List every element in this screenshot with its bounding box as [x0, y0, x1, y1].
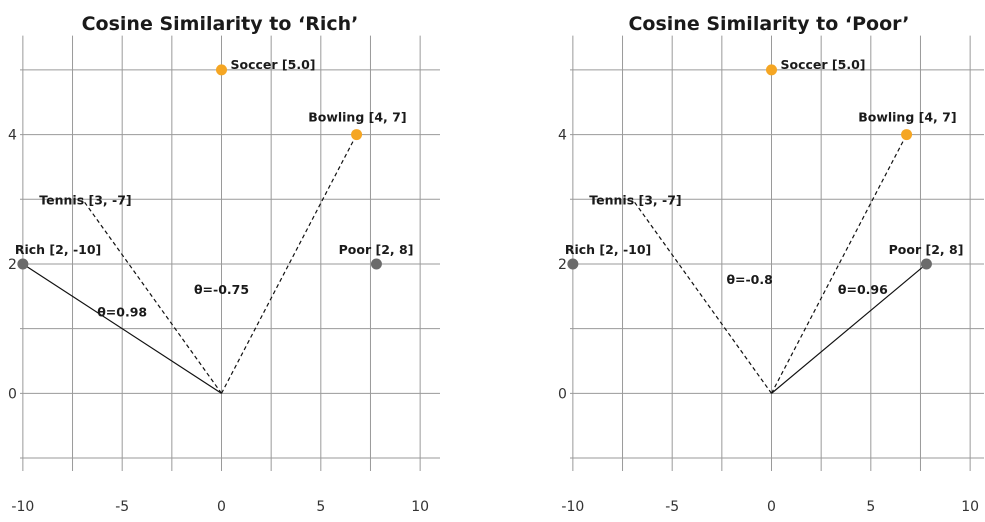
point-label-soccer-5-0: Soccer [5.0]: [231, 57, 316, 72]
x-tick-label: -5: [665, 499, 679, 515]
chart-title: Cosine Similarity to ‘Rich’: [82, 13, 359, 35]
point-label-tennis-3-7: Tennis [3, -7]: [39, 192, 131, 207]
point-label-bowling-4-7: Bowling [4, 7]: [858, 110, 956, 125]
y-tick-label: 0: [8, 386, 17, 402]
y-tick-label: 4: [558, 128, 567, 144]
chart-title: Cosine Similarity to ‘Poor’: [628, 13, 909, 35]
point-label-bowling-4-7: Bowling [4, 7]: [308, 110, 406, 125]
x-tick-label: -10: [11, 499, 34, 515]
x-tick-label: -10: [561, 499, 584, 515]
point-label-poor-2-8: Poor [2, 8]: [339, 242, 414, 257]
x-tick-label: 10: [961, 499, 979, 515]
vector-tennis-3-7: [81, 198, 222, 394]
x-tick-label: 0: [217, 499, 226, 515]
point-rich-2-10: [567, 258, 579, 270]
point-label-tennis-3-7: Tennis [3, -7]: [589, 192, 681, 207]
theta-annotation: θ=0.96: [838, 282, 888, 297]
point-bowling-4-7: [351, 129, 363, 141]
point-soccer-5-0: [216, 64, 227, 76]
x-tick-label: -5: [115, 499, 129, 515]
point-rich-2-10: [17, 258, 29, 270]
point-label-rich-2-10: Rich [2, -10]: [565, 242, 651, 257]
y-tick-label: 0: [558, 386, 567, 402]
theta-annotation: θ=-0.8: [726, 272, 772, 287]
x-tick-label: 5: [866, 499, 875, 515]
x-tick-label: 10: [411, 499, 429, 515]
x-tick-label: 5: [316, 499, 325, 515]
point-label-rich-2-10: Rich [2, -10]: [15, 242, 101, 257]
vector-rich-2-10: [22, 263, 222, 394]
chart-panel-rich: Cosine Similarity to ‘Rich’ -10 -5 0 5 10 0 2 4 S…: [8, 13, 440, 515]
theta-annotation: θ=0.98: [97, 304, 147, 319]
chart-panel-poor: Cosine Similarity to ‘Poor’ -10 -5 0 5 10 0 2 4 S…: [558, 13, 984, 515]
y-tick-label: 4: [8, 128, 17, 144]
y-tick-label: 2: [558, 257, 567, 273]
vector-poor-2-8: [771, 263, 927, 394]
theta-annotation: θ=-0.75: [194, 282, 249, 297]
y-tick-label: 2: [8, 257, 17, 273]
x-tick-label: 0: [767, 499, 776, 515]
point-soccer-5-0: [766, 64, 777, 76]
point-poor-2-8: [370, 258, 382, 270]
point-poor-2-8: [920, 258, 932, 270]
point-label-soccer-5-0: Soccer [5.0]: [781, 57, 866, 72]
point-bowling-4-7: [901, 129, 913, 141]
vector-tennis-3-7: [631, 198, 772, 394]
point-label-poor-2-8: Poor [2, 8]: [889, 242, 964, 257]
